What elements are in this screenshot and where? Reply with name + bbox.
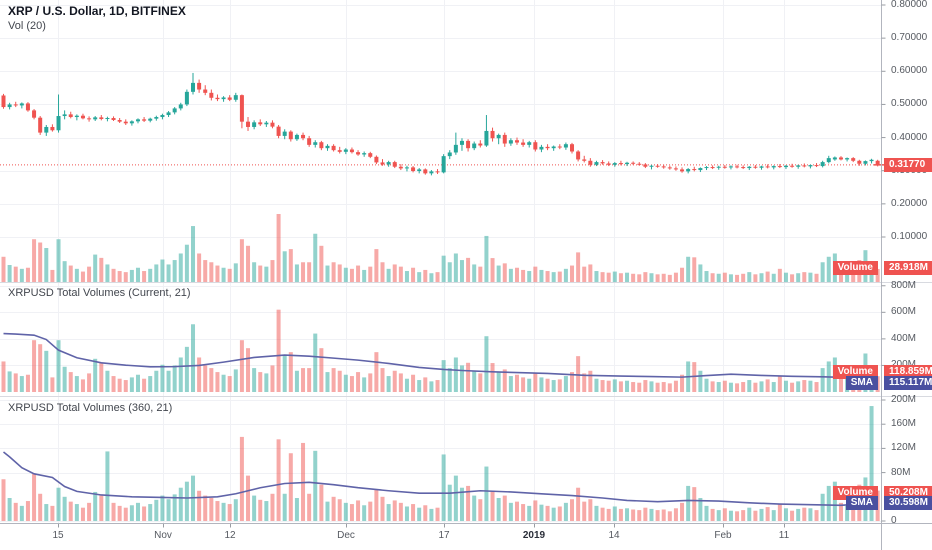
volume-360-tick-label: 160M: [891, 418, 917, 430]
time-tick-label: 2019: [522, 530, 546, 541]
current-volume-value-badge: 118.859M: [884, 365, 932, 379]
legend: XRP / U.S. Dollar, 1D, BITFINEX Vol (20): [8, 4, 186, 32]
volume-current-tick-label: 200M: [891, 358, 916, 372]
last-price-badge: 0.31770: [884, 157, 932, 172]
price-tick-label: 0.60000: [891, 65, 928, 77]
v360-sma-tag-badge: SMA: [845, 496, 878, 510]
volume-current-tick-label: 800M: [891, 279, 917, 291]
time-tick-label: Feb: [714, 530, 732, 541]
indicator-vol20-label[interactable]: Vol (20): [8, 20, 46, 32]
current-sma-tag-badge: SMA: [845, 376, 878, 390]
volume-current-tick-label: 600M: [891, 306, 917, 318]
volume-360-tick-label: 120M: [891, 442, 917, 454]
current-volume-tag-badge: Volume: [832, 365, 878, 379]
price-tick-label: 0.10000: [891, 231, 928, 242]
price-tick-label: 0.20000: [891, 197, 928, 209]
time-tick-label: 11: [778, 530, 790, 541]
pane-title-volumes-360[interactable]: XRPUSD Total Volumes (360, 21): [8, 402, 173, 414]
pane-title-volumes-current[interactable]: XRPUSD Total Volumes (Current, 21): [8, 287, 191, 299]
current-sma-value-badge: 115.117M: [884, 376, 932, 390]
symbol-title[interactable]: XRP / U.S. Dollar, 1D, BITFINEX: [8, 4, 186, 18]
volume-current-tick-label: 400M: [891, 332, 917, 344]
price-tick-label: 0.40000: [891, 131, 928, 143]
time-tick-label: Nov: [154, 530, 172, 541]
time-tick-label: 17: [438, 530, 450, 541]
price-tick-label: 0.70000: [891, 32, 928, 44]
v360-sma-value-badge: 30.598M: [884, 496, 932, 510]
vol20-tag-badge: Volume: [832, 261, 878, 275]
price-tick-label: 0.80000: [891, 0, 928, 10]
volume-360-tick-label: 200M: [891, 394, 917, 405]
time-tick-label: 12: [224, 530, 236, 541]
time-tick-label: Dec: [337, 530, 355, 541]
time-tick-label: 15: [52, 530, 64, 541]
volume-360-tick-label: 80M: [891, 466, 911, 478]
price-tick-label: 0.50000: [891, 98, 928, 110]
vol20-value-badge: 28.918M: [884, 261, 932, 275]
time-tick-label: 14: [608, 530, 620, 541]
volume-360-tick-label: 0: [891, 515, 897, 526]
